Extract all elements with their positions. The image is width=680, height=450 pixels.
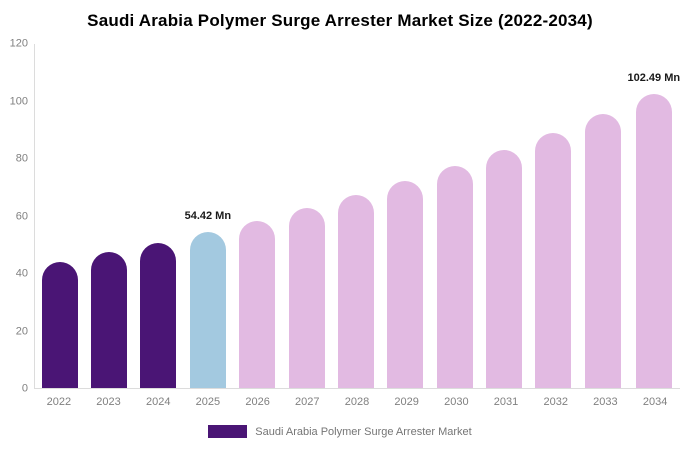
y-tick-0: 0: [21, 382, 28, 395]
legend-swatch-icon: [208, 425, 248, 438]
bar-slot-2031: [479, 44, 528, 388]
x-tick-2028: 2028: [344, 396, 370, 408]
bar-slot-2032: [529, 44, 578, 388]
bars-row: 54.42 Mn 102.49 Mn: [35, 44, 680, 388]
y-tick-20: 20: [15, 325, 28, 337]
x-tick-2033: 2033: [593, 396, 618, 408]
bar-2025[interactable]: [189, 232, 226, 388]
bar-2029[interactable]: [387, 181, 424, 388]
bar-slot-2023: [84, 44, 133, 388]
bar-2033[interactable]: [584, 114, 621, 388]
bar-2030[interactable]: [436, 166, 473, 388]
x-tick-2029: 2029: [394, 396, 419, 408]
x-tick-2025: 2025: [195, 396, 221, 408]
bar-slot-2026: [233, 44, 282, 388]
x-tick-2026: 2026: [245, 396, 270, 408]
legend[interactable]: Saudi Arabia Polymer Surge Arrester Mark…: [0, 425, 680, 438]
bar-slot-2024: [134, 44, 183, 388]
legend-label: Saudi Arabia Polymer Surge Arrester Mark…: [255, 425, 472, 438]
bar-2032[interactable]: [535, 132, 572, 388]
x-tick-2023: 2023: [96, 396, 121, 408]
chart-title: Saudi Arabia Polymer Surge Arrester Mark…: [87, 11, 593, 30]
bar-slot-2028: [331, 44, 380, 388]
y-tick-60: 60: [15, 210, 28, 222]
plot-area: 54.42 Mn 102.49 Mn: [34, 44, 680, 389]
bar-2028[interactable]: [337, 195, 374, 388]
bar-slot-2025: 54.42 Mn: [183, 44, 232, 388]
x-tick-2022: 2022: [46, 396, 72, 408]
bar-slot-2027: [282, 44, 331, 388]
value-label-2034: 102.49 Mn: [627, 72, 680, 85]
bar-slot-2030: [430, 44, 479, 388]
bar-slot-2034: 102.49 Mn: [628, 44, 680, 388]
bar-slot-2033: [578, 44, 627, 388]
value-label-2025: 54.42 Mn: [184, 210, 232, 222]
x-tick-2024: 2024: [145, 396, 171, 408]
bar-2024[interactable]: [140, 242, 177, 388]
y-tick-80: 80: [15, 152, 28, 165]
x-tick-2031: 2031: [493, 396, 519, 408]
y-tick-100: 100: [9, 95, 28, 107]
x-tick-2034: 2034: [642, 396, 668, 408]
y-axis: 0 20 40 60 80 100 120: [0, 38, 28, 394]
x-tick-2030: 2030: [444, 396, 469, 408]
y-tick-40: 40: [15, 267, 28, 280]
bar-2022[interactable]: [41, 261, 78, 388]
bar-slot-2022: [35, 44, 84, 388]
bar-2023[interactable]: [91, 252, 128, 388]
y-tick-120: 120: [9, 37, 28, 50]
bar-slot-2029: [381, 44, 430, 388]
x-axis: 2022 2023 2024 2025 2026 2027 2028 2029 2030 2031…: [34, 396, 680, 408]
x-tick-2027: 2027: [295, 396, 320, 408]
bar-2027[interactable]: [288, 208, 325, 388]
bar-2031[interactable]: [486, 150, 523, 388]
bar-2026[interactable]: [239, 220, 276, 388]
x-tick-2032: 2032: [543, 396, 568, 408]
bar-2034[interactable]: [635, 94, 672, 388]
